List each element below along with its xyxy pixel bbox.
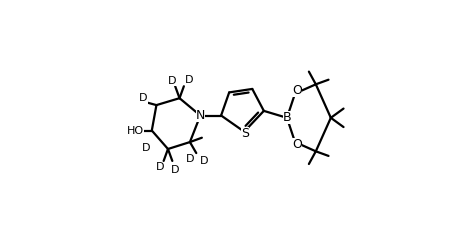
Text: S: S bbox=[241, 127, 250, 140]
Text: D: D bbox=[200, 155, 208, 166]
Text: D: D bbox=[142, 143, 150, 153]
Text: N: N bbox=[196, 109, 205, 122]
Text: D: D bbox=[171, 165, 180, 175]
Text: D: D bbox=[169, 76, 177, 86]
Text: D: D bbox=[186, 154, 194, 164]
Text: D: D bbox=[139, 93, 148, 103]
Text: B: B bbox=[282, 111, 291, 124]
Text: O: O bbox=[292, 84, 302, 97]
Text: D: D bbox=[156, 162, 165, 173]
Text: HO: HO bbox=[126, 125, 144, 136]
Text: D: D bbox=[185, 75, 194, 85]
Text: O: O bbox=[292, 138, 302, 151]
